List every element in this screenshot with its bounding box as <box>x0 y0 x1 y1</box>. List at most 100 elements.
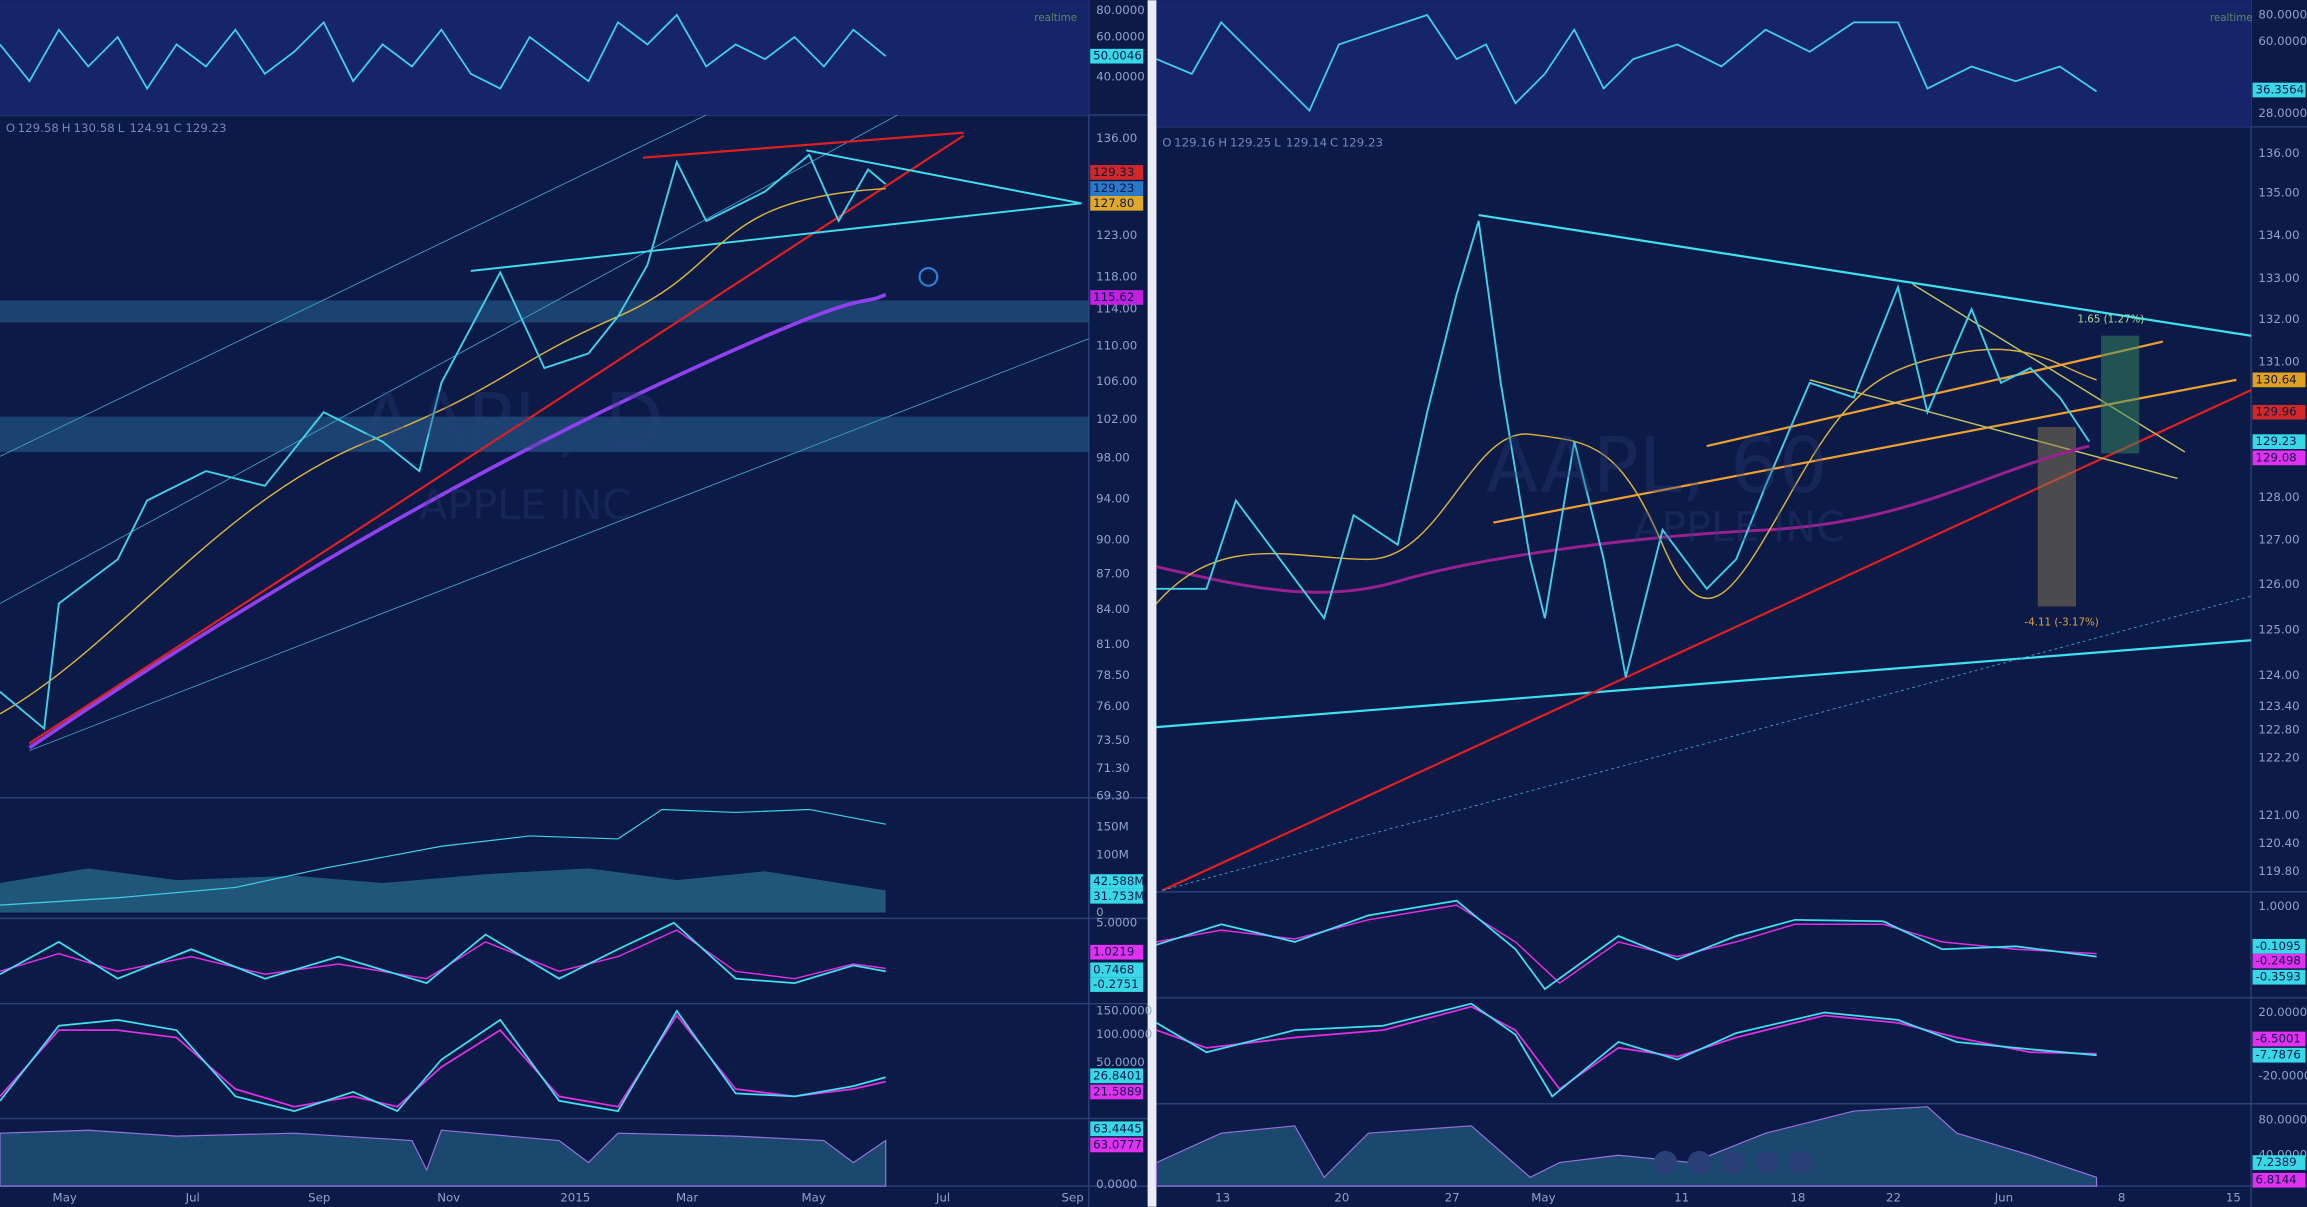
price-tag-label: -0.2498 <box>2256 954 2301 968</box>
price-tag-label: 50.0046 <box>1093 49 1142 63</box>
x-axis-label: May <box>801 1190 825 1204</box>
price-tag <box>2252 1155 2306 1170</box>
left-bottom-osc <box>0 1129 887 1187</box>
price-tag-label: 26.8401 <box>1093 1068 1142 1082</box>
ohlc: 129.25 <box>1230 135 1271 149</box>
ohlc: 129.16 <box>1174 135 1215 149</box>
axis-label: -20.0000 <box>2258 1068 2307 1082</box>
price-tag <box>2252 82 2306 98</box>
price-tag-label: 115.62 <box>1093 290 1134 304</box>
axis-label: 94.00 <box>1096 492 1130 506</box>
price-tag-label: 129.08 <box>2256 450 2297 464</box>
ohlc: 129.23 <box>1342 135 1383 149</box>
axis-label: 123.00 <box>1096 228 1137 242</box>
axis-label: 90.00 <box>1096 533 1130 547</box>
x-axis-label: 15 <box>2226 1190 2241 1204</box>
axis-label: 60.0000 <box>1096 30 1145 44</box>
x-axis-label: Mar <box>676 1190 698 1204</box>
axis-label: 136.00 <box>2258 146 2299 160</box>
axis-label: 5.0000 <box>1096 915 1137 929</box>
left-volume-avg <box>0 808 886 906</box>
axis-label: 136.00 <box>1096 131 1137 145</box>
ohlc: H <box>62 121 71 135</box>
price-tag <box>1090 1084 1144 1100</box>
axis-label: 125.00 <box>2258 622 2299 636</box>
x-axis-label: 22 <box>1886 1190 1901 1204</box>
x-axis-label: Sep <box>1061 1190 1083 1204</box>
x-axis-label: Sep <box>308 1190 330 1204</box>
price-tag <box>1090 888 1144 904</box>
axis-label: 0 <box>1096 905 1104 919</box>
left-rsi-line <box>0 13 887 91</box>
rsi-pane <box>1156 0 2252 127</box>
scroll-right[interactable] <box>1789 1150 1813 1175</box>
ohlc: O <box>1162 135 1171 149</box>
ohlc: 124.91 <box>129 121 170 135</box>
axis-label: 128.00 <box>2258 490 2299 504</box>
left-stoch-k <box>0 1009 886 1113</box>
watermark-symbol: AAPL, D <box>360 378 663 467</box>
left-volume <box>0 868 886 913</box>
axis-label: 122.20 <box>2258 750 2299 764</box>
ohlc: 130.58 <box>74 121 115 135</box>
axis-label: 80.0000 <box>1096 3 1145 17</box>
price-tag <box>2252 969 2306 985</box>
ohlc: 129.14 <box>1286 135 1327 149</box>
price-tag-label: 129.96 <box>2256 405 2297 419</box>
axis-label: 118.00 <box>1096 269 1137 283</box>
price-tag <box>1090 195 1144 211</box>
price-tag-label: 0.7468 <box>1093 962 1134 976</box>
price-tag <box>2252 953 2306 969</box>
axis-label: 69.30 <box>1096 789 1130 803</box>
price-tag-label: 31.753M <box>1093 889 1144 903</box>
price-tag <box>1090 977 1144 992</box>
x-axis-label: 13 <box>1215 1190 1230 1204</box>
axis-label: 131.00 <box>2258 355 2299 369</box>
watermark-company: APPLE INC <box>419 481 631 529</box>
zoom-out[interactable] <box>1687 1150 1712 1175</box>
reset[interactable] <box>1721 1150 1745 1175</box>
watermark-company: APPLE INC <box>1633 503 1845 551</box>
price-tag-label: -6.5001 <box>2256 1032 2301 1046</box>
axis-label: 133.00 <box>2258 271 2299 285</box>
axis-label: 87.00 <box>1096 567 1130 581</box>
zoom-in[interactable] <box>1755 1150 1779 1175</box>
left-macd-signal <box>0 929 886 980</box>
right-rsi-line <box>1156 13 2098 113</box>
price-tag <box>2252 372 2306 388</box>
x-axis-label: 11 <box>1674 1190 1689 1204</box>
axis-label: 60.0000 <box>2258 34 2307 48</box>
price-tag <box>2252 1047 2306 1063</box>
right-drawings <box>1155 213 2252 892</box>
price-tag-label: 63.4445 <box>1093 1121 1142 1135</box>
axis-label: 0.0000 <box>1096 1177 1137 1191</box>
axis-label: 28.0000 <box>2258 106 2307 120</box>
axis-label: 150.0000 <box>1096 1004 1152 1018</box>
price-tag <box>2252 938 2306 954</box>
price-tag <box>2252 434 2306 450</box>
price-tag <box>1090 962 1144 978</box>
ohlc: H <box>1218 135 1227 149</box>
price-tag-label: 36.3564 <box>2256 83 2305 97</box>
measure-down: -4.11 (-3.17%) <box>2025 617 2099 629</box>
price-tag <box>1090 874 1144 889</box>
axis-label: 1.0000 <box>2258 899 2299 913</box>
price-tag-label: 129.23 <box>2256 434 2297 448</box>
zoom-controls[interactable] <box>1653 1150 1813 1175</box>
axis-label: 127.00 <box>2258 533 2299 547</box>
x-axis-label: May <box>53 1190 77 1204</box>
price-tag-label: 21.5889 <box>1093 1084 1142 1098</box>
axis-label: 110.00 <box>1096 339 1137 353</box>
price-tag <box>1090 944 1144 960</box>
price-tag <box>1090 1137 1144 1153</box>
scroll-left[interactable] <box>1653 1150 1678 1175</box>
right-macd <box>1156 899 2097 991</box>
x-axis-label: 18 <box>1790 1190 1805 1204</box>
axis-label: 102.00 <box>1096 412 1137 426</box>
axis-label: 73.50 <box>1096 733 1130 747</box>
ohlc: L <box>1274 135 1281 149</box>
x-axis-label: 2015 <box>560 1190 590 1204</box>
axis-label: 100M <box>1096 848 1129 862</box>
axis-label: 134.00 <box>2258 228 2299 242</box>
